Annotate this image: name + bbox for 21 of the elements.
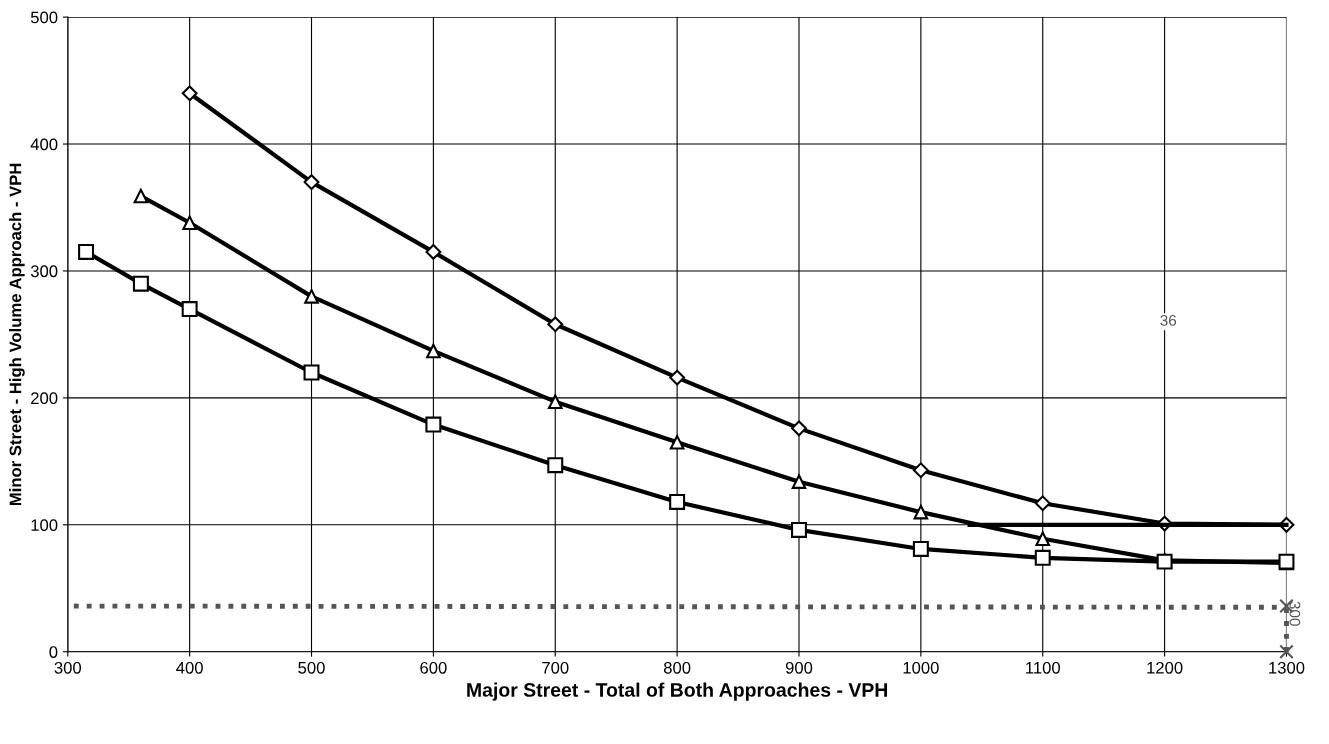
x-axis-title: Major Street - Total of Both Approaches - VPH <box>467 682 888 701</box>
x-tick-label: 1300 <box>1269 661 1305 674</box>
x-tick-label: 700 <box>542 661 569 674</box>
y-tick-label: 300 <box>30 265 58 278</box>
x-tick-label: 1000 <box>903 661 939 674</box>
x-tick-label: 900 <box>785 661 813 674</box>
x-tick-label: 400 <box>176 661 203 674</box>
annotation: 300 <box>1289 601 1301 626</box>
y-tick-label: 100 <box>31 519 58 532</box>
y-tick-label: 0 <box>49 646 58 658</box>
y-axis-title: Minor Street - High Volume Approach - VPH <box>9 163 25 506</box>
x-tick-label: 800 <box>663 661 691 674</box>
y-tick-label: 500 <box>30 11 58 24</box>
y-tick-label: 400 <box>30 138 58 151</box>
y-tick-label: 200 <box>31 392 58 405</box>
x-tick-label: 500 <box>298 661 325 674</box>
annotation: 36 <box>1160 315 1177 326</box>
x-tick-label: 300 <box>54 661 82 674</box>
x-tick-label: 1100 <box>1026 661 1061 674</box>
x-tick-label: 1200 <box>1147 661 1183 674</box>
x-tick-label: 600 <box>420 661 447 674</box>
